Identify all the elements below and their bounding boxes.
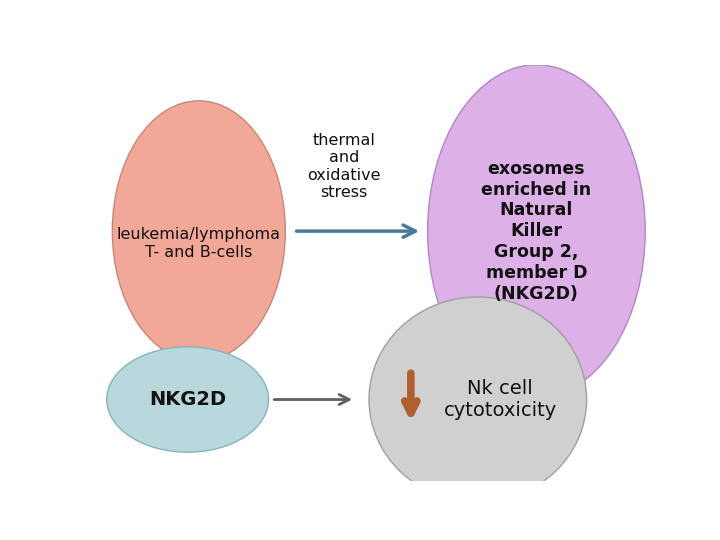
- Ellipse shape: [107, 347, 269, 452]
- Ellipse shape: [112, 101, 285, 361]
- Text: Nk cell
cytotoxicity: Nk cell cytotoxicity: [444, 379, 557, 420]
- Text: NKG2D: NKG2D: [149, 390, 226, 409]
- Ellipse shape: [428, 65, 645, 397]
- Text: leukemia/lymphoma
T- and B-cells: leukemia/lymphoma T- and B-cells: [117, 227, 281, 260]
- Text: thermal
and
oxidative
stress: thermal and oxidative stress: [307, 133, 381, 200]
- Ellipse shape: [369, 297, 587, 502]
- Text: exosomes
enriched in
Natural
Killer
Group 2,
member D
(NKG2D): exosomes enriched in Natural Killer Grou…: [482, 160, 591, 302]
